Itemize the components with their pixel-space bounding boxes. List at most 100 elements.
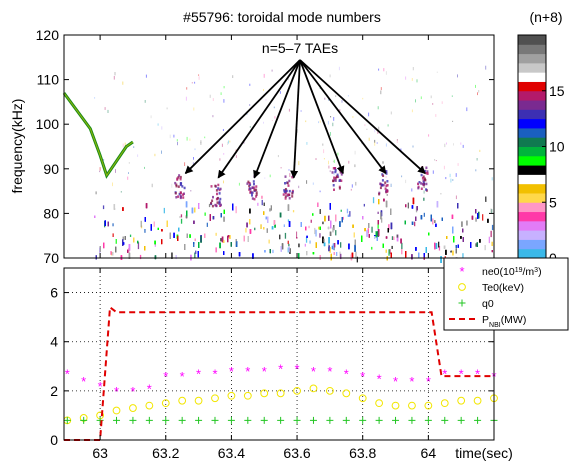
spectrogram-speckle [388, 224, 390, 230]
data-point-star: * [245, 364, 250, 379]
data-point-circle [408, 401, 416, 410]
spectrogram-speckle [306, 251, 308, 256]
spectrogram-speckle [401, 175, 403, 178]
spectrogram-speckle [412, 197, 415, 205]
tae-burst-cell [426, 172, 429, 175]
tae-burst-cell [182, 193, 184, 196]
spectrogram-speckle [220, 92, 222, 95]
data-point-circle [375, 399, 384, 408]
tae-burst-cell [340, 173, 343, 176]
spectrogram-speckle [128, 172, 129, 174]
spectrogram-speckle [327, 120, 329, 125]
tae-burst-cell [382, 174, 385, 177]
colorbar-swatch [518, 109, 546, 120]
data-point-plus [326, 416, 334, 424]
tae-burst-cell [288, 189, 291, 193]
tae-arrows [184, 59, 426, 179]
spectrogram-speckle [103, 159, 105, 161]
tae-burst-cell [338, 187, 341, 190]
y-tick-label: 90 [43, 161, 59, 177]
data-point-star: * [262, 364, 267, 379]
spectrogram-speckle [228, 140, 229, 144]
spectrogram-speckle [411, 221, 414, 225]
spectrogram-speckle [446, 142, 447, 145]
spectrogram-speckle [193, 242, 195, 247]
tae-burst-cell [219, 197, 222, 201]
spectrogram-speckle [112, 182, 113, 187]
spectrogram-speckle [333, 247, 335, 251]
spectrogram-speckle [153, 221, 155, 227]
spectrogram-speckle [363, 203, 365, 207]
tae-burst-cell [210, 201, 213, 205]
spectrogram-speckle [249, 126, 251, 128]
data-point-plus [129, 416, 137, 424]
tae-burst-cell [250, 191, 253, 195]
spectrogram-speckle [415, 216, 417, 221]
tae-burst-cell [421, 182, 424, 186]
spectrogram-speckle [430, 214, 432, 222]
spectrogram-speckle [340, 209, 342, 212]
spectrogram-speckle [434, 159, 436, 161]
tae-burst-cell [174, 192, 177, 195]
spectrogram-speckle [180, 218, 183, 224]
spectrogram-speckle [154, 153, 156, 157]
spectrogram-speckle [328, 165, 330, 169]
spectrogram-speckle [475, 243, 477, 247]
spectrogram-speckle [114, 72, 116, 76]
spectrogram-speckle [212, 98, 214, 101]
spectrogram-speckle [438, 241, 440, 248]
spectrogram-speckle [441, 217, 443, 221]
spectrogram-speckle [435, 223, 437, 227]
spectrogram-speckle [450, 250, 452, 253]
spectrogram-speckle [374, 142, 376, 146]
tae-burst-cell [334, 170, 337, 174]
spectrogram-speckle [332, 227, 334, 233]
tae-burst-cell [420, 173, 423, 177]
tae-burst-cell [255, 185, 258, 188]
colorbar-swatch [518, 90, 546, 101]
spectrogram-speckle [157, 123, 159, 126]
spectrogram-speckle [378, 126, 380, 130]
spectrogram-speckle [200, 142, 202, 145]
spectrogram-speckle [252, 253, 254, 259]
x-tick-label: 63.4 [218, 445, 245, 461]
spectrogram-speckle [198, 242, 200, 248]
tae-arrow [299, 59, 426, 174]
spectrogram-speckle [336, 252, 338, 256]
spectrogram-speckle [323, 238, 325, 243]
spectrogram-speckle [112, 223, 114, 227]
spectrogram-speckle [432, 247, 435, 253]
data-point-circle [424, 401, 433, 410]
spectrogram-speckle [229, 140, 231, 143]
spectrogram-speckle [161, 126, 163, 130]
tae-burst-cell [253, 188, 256, 192]
spectrogram-speckle [475, 209, 477, 214]
spectrogram-speckle [178, 227, 180, 232]
data-point-plus [178, 416, 186, 424]
spectrogram-speckle [222, 230, 225, 236]
colorbar-swatch [518, 35, 546, 45]
spectrogram-speckle [339, 221, 341, 227]
spectrogram-speckle [396, 234, 399, 238]
spectrogram-speckle [362, 97, 364, 100]
time-series-frame [63, 267, 495, 441]
spectrogram-speckle [376, 236, 378, 241]
tae-burst-cell [331, 171, 334, 174]
colorbar-swatch [518, 146, 546, 157]
spectrogram-speckle [329, 231, 332, 236]
spectrogram-speckle [190, 190, 192, 192]
spectrogram-speckle [490, 230, 492, 238]
spectrogram-speckle [271, 69, 273, 72]
spectrogram-speckle [266, 228, 268, 233]
spectrogram-speckle [457, 163, 459, 166]
tae-burst-cell [386, 184, 389, 187]
spectrogram-speckle [319, 120, 321, 123]
spectrogram-speckle [487, 218, 489, 223]
tae-burst-cell [288, 197, 291, 200]
spectrogram-speckle [374, 139, 376, 143]
tae-burst-cell [284, 175, 287, 178]
spectrogram-speckle [458, 251, 460, 258]
spectrogram-speckle [412, 237, 414, 243]
spectrogram-speckle [390, 208, 392, 215]
tae-burst-cell [332, 184, 335, 187]
